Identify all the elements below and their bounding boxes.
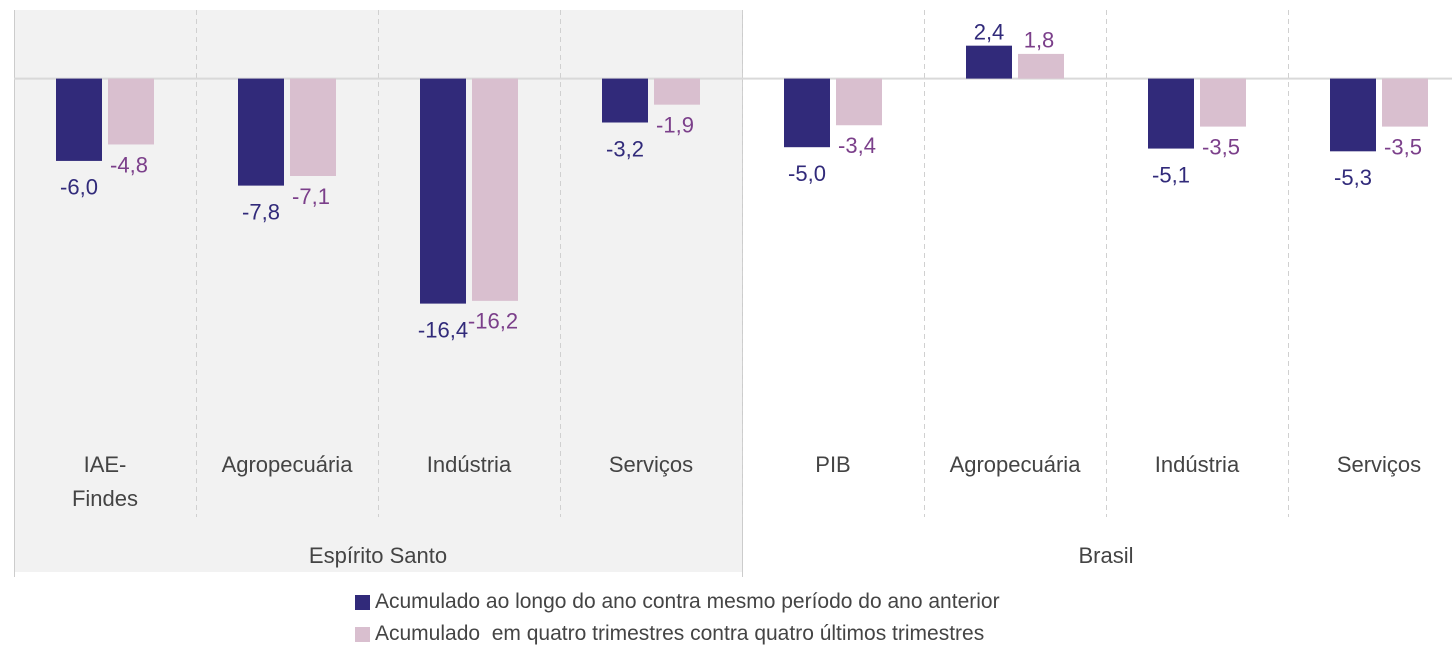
bar (1330, 78, 1376, 152)
value-label: -5,1 (1152, 162, 1190, 187)
bar (654, 78, 700, 105)
category-label: Agropecuária (924, 448, 1106, 482)
value-label: -3,2 (606, 136, 644, 161)
value-label: -3,5 (1384, 134, 1422, 159)
category-text: Serviços (608, 452, 694, 477)
value-label: -7,1 (292, 184, 330, 209)
value-label: -3,5 (1202, 134, 1240, 159)
category-text: Indústria (426, 452, 512, 477)
category-text: Agropecuária (221, 452, 353, 477)
bar (108, 78, 154, 145)
legend-text: Acumulado ao longo do ano contra mesmo p… (375, 590, 1000, 613)
bar (1018, 53, 1064, 79)
bar (290, 78, 336, 177)
category-label: Serviços (560, 448, 742, 482)
category-text: Serviços (1336, 452, 1422, 477)
value-label: -5,3 (1334, 165, 1372, 190)
value-label: -3,4 (838, 133, 876, 158)
bar (784, 78, 830, 148)
value-label: -16,4 (418, 317, 468, 342)
group-label: Brasil (1078, 543, 1133, 568)
value-label: -4,8 (110, 152, 148, 177)
bar (238, 78, 284, 186)
legend-swatch (355, 594, 370, 610)
value-label: 2,4 (974, 19, 1005, 44)
category-label: Indústria (378, 448, 560, 482)
category-text: Agropecuária (949, 452, 1081, 477)
bar (966, 45, 1012, 79)
bar (1200, 78, 1246, 127)
value-label: -1,9 (656, 112, 694, 137)
category-text: Indústria (1154, 452, 1240, 477)
bar (472, 78, 518, 301)
category-text: IAE-Findes (71, 452, 139, 511)
category-label: Serviços (1288, 448, 1452, 482)
category-label: PIB (742, 448, 924, 482)
value-label: -6,0 (60, 175, 98, 200)
category-label: Indústria (1106, 448, 1288, 482)
group-label: Espírito Santo (309, 543, 447, 568)
category-label: IAE-Findes (14, 448, 196, 516)
category-label: Agropecuária (196, 448, 378, 482)
value-label: -5,0 (788, 161, 826, 186)
legend-item: Acumulado ao longo do ano contra mesmo p… (355, 590, 1000, 614)
value-label: -16,2 (468, 309, 518, 334)
bar (420, 78, 466, 304)
bar (56, 78, 102, 161)
value-label: -7,8 (242, 199, 280, 224)
legend-swatch (355, 626, 370, 642)
bar (836, 78, 882, 126)
category-text: PIB (815, 452, 851, 477)
legend-item: Acumulado em quatro trimestres contra qu… (355, 622, 984, 646)
value-label: 1,8 (1024, 28, 1055, 53)
bar (602, 78, 648, 123)
bar (1148, 78, 1194, 149)
bar (1382, 78, 1428, 127)
legend-text: Acumulado em quatro trimestres contra qu… (375, 622, 985, 645)
